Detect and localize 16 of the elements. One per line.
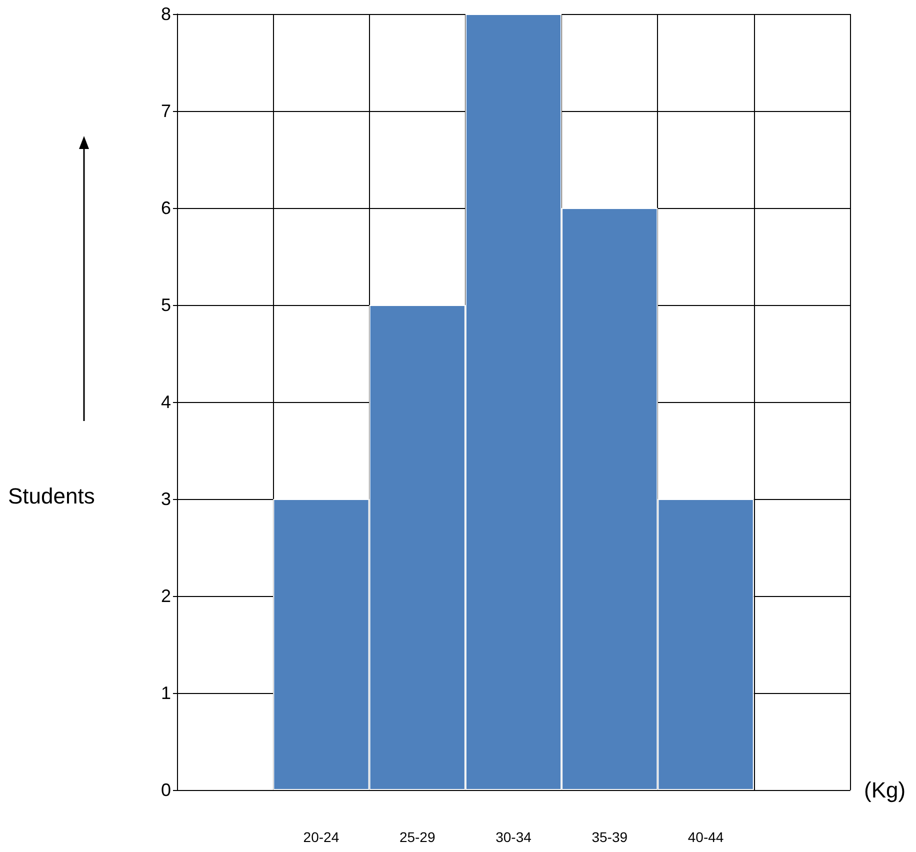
y-tick-label: 3	[160, 489, 171, 509]
y-tick-label: 5	[160, 295, 171, 315]
y-tick-label: 0	[160, 780, 171, 800]
x-tick-label: 25-29	[399, 829, 436, 845]
y-tick-label: 6	[160, 198, 171, 218]
x-tick-label: 40-44	[688, 829, 724, 845]
x-tick-label: 35-39	[592, 829, 628, 845]
y-tick-label: 1	[160, 683, 171, 703]
x-tick-label: 20-24	[303, 829, 340, 845]
x-tick-label: 30-34	[496, 829, 532, 845]
y-tick-label: 2	[160, 586, 171, 606]
y-tick-label: 4	[160, 392, 171, 412]
x-axis-title: (Kg)	[864, 778, 906, 802]
y-tick-label: 8	[160, 4, 171, 24]
y-tick-label: 7	[160, 101, 171, 121]
y-axis-title: Students	[8, 484, 95, 508]
